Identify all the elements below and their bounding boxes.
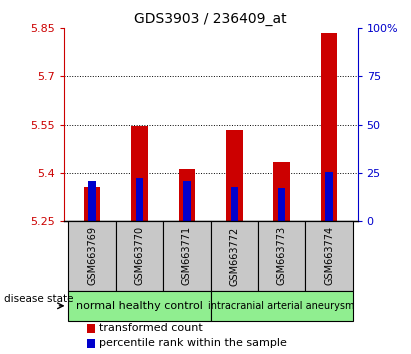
Text: percentile rank within the sample: percentile rank within the sample bbox=[99, 338, 287, 348]
Text: GSM663770: GSM663770 bbox=[134, 226, 145, 285]
Text: GSM663773: GSM663773 bbox=[277, 226, 287, 285]
FancyBboxPatch shape bbox=[69, 291, 211, 321]
Bar bbox=[326, 172, 333, 221]
Bar bbox=[88, 181, 96, 221]
Bar bbox=[278, 188, 286, 221]
FancyBboxPatch shape bbox=[211, 291, 353, 321]
Bar bbox=[179, 169, 195, 221]
Bar bbox=[87, 324, 95, 333]
Bar bbox=[321, 33, 337, 221]
Bar bbox=[183, 181, 191, 221]
Text: GSM663769: GSM663769 bbox=[87, 227, 97, 285]
Text: intracranial arterial aneurysm: intracranial arterial aneurysm bbox=[208, 301, 355, 311]
Text: GSM663772: GSM663772 bbox=[229, 226, 239, 286]
FancyBboxPatch shape bbox=[211, 221, 258, 291]
Text: GSM663774: GSM663774 bbox=[324, 226, 334, 285]
Title: GDS3903 / 236409_at: GDS3903 / 236409_at bbox=[134, 12, 287, 26]
Bar bbox=[87, 338, 95, 348]
Bar bbox=[131, 126, 148, 221]
Bar bbox=[136, 178, 143, 221]
FancyBboxPatch shape bbox=[69, 221, 116, 291]
Bar bbox=[273, 162, 290, 221]
Bar bbox=[231, 187, 238, 221]
Text: normal healthy control: normal healthy control bbox=[76, 301, 203, 311]
Bar bbox=[226, 130, 242, 221]
Text: transformed count: transformed count bbox=[99, 324, 203, 333]
Text: GSM663771: GSM663771 bbox=[182, 226, 192, 285]
Bar bbox=[84, 187, 100, 221]
FancyBboxPatch shape bbox=[258, 221, 305, 291]
Text: disease state: disease state bbox=[4, 294, 74, 304]
FancyBboxPatch shape bbox=[305, 221, 353, 291]
FancyBboxPatch shape bbox=[116, 221, 163, 291]
FancyBboxPatch shape bbox=[163, 221, 211, 291]
